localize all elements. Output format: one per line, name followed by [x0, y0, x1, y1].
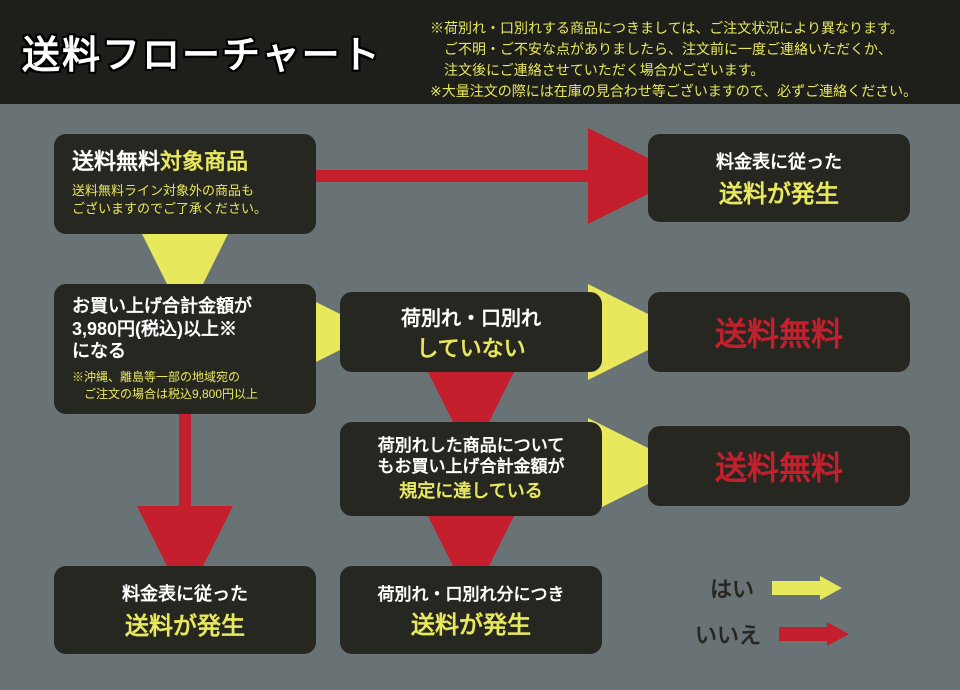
header-notice: ※荷別れ・口別れする商品につきましては、ご注文状況により異なります。 ご不明・ご…	[430, 18, 917, 102]
node-fee-bm: 荷別れ・口別れ分につき 送料が発生	[340, 566, 602, 654]
legend-no: いいえ	[695, 618, 849, 650]
header-bar: 送料フローチャート ※荷別れ・口別れする商品につきましては、ご注文状況により異な…	[0, 0, 960, 104]
node-free-2: 送料無料	[648, 426, 910, 506]
node-free-1: 送料無料	[648, 292, 910, 372]
legend-yes-arrow-icon	[772, 576, 842, 600]
node-q-split: 荷別れ・口別れ していない	[340, 292, 602, 372]
node-fee-bl: 料金表に従った 送料が発生	[54, 566, 316, 654]
legend-no-arrow-icon	[779, 622, 849, 646]
node-fee-top: 料金表に従った 送料が発生	[648, 134, 910, 222]
node-q-split-amount: 荷別れした商品について もお買い上げ合計金額が 規定に達している	[340, 422, 602, 516]
node-start: 送料無料対象商品 送料無料ライン対象外の商品も ございますのでご了承ください。	[54, 134, 316, 234]
node-q-amount: お買い上げ合計金額が 3,980円(税込)以上※ になる ※沖縄、離島等一部の地…	[54, 284, 316, 414]
page-title: 送料フローチャート	[22, 24, 382, 79]
legend-yes: はい	[710, 572, 842, 604]
flowchart-canvas: 送料無料対象商品 送料無料ライン対象外の商品も ございますのでご了承ください。 …	[0, 104, 960, 690]
